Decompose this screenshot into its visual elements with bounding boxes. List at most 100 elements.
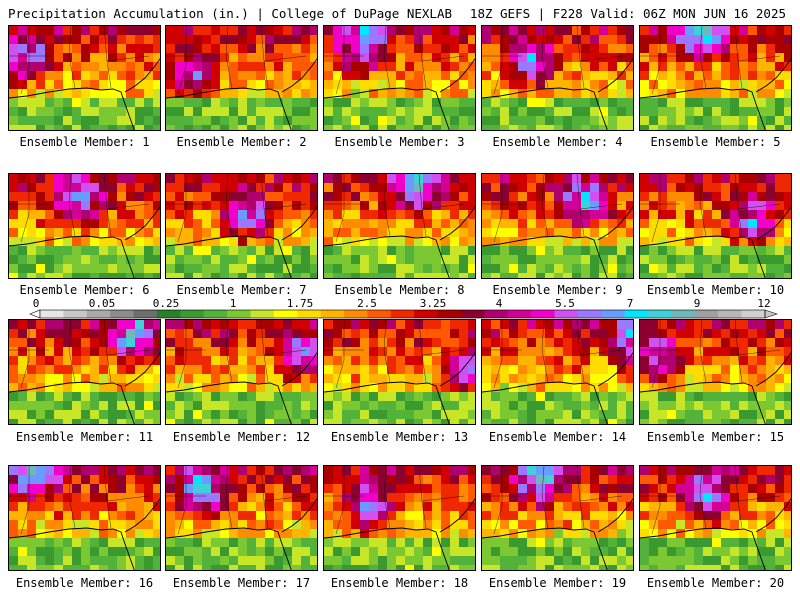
coastline-outline [640, 206, 791, 278]
precip-field-map [482, 26, 633, 130]
colorbar-swatch [297, 310, 321, 318]
coastline-outline [9, 352, 160, 424]
member-map-panel [323, 319, 476, 425]
colorbar-swatch [484, 310, 509, 318]
coastline-outline [640, 352, 791, 424]
member-map-panel [639, 319, 792, 425]
colorbar-right-arrow [764, 309, 778, 319]
colorbar-swatch [203, 310, 228, 318]
member-label: Ensemble Member: 18 [330, 576, 469, 590]
state-borders [9, 174, 150, 243]
member-map-panel [481, 319, 634, 425]
colorbar-swatch [320, 310, 345, 318]
coastline-outline [640, 58, 791, 130]
state-borders [324, 26, 465, 95]
precip-field-map [166, 26, 317, 130]
state-borders [640, 320, 781, 389]
member-label: Ensemble Member: 2 [176, 135, 307, 149]
colorbar-swatch [86, 310, 111, 318]
member-label: Ensemble Member: 12 [172, 430, 311, 444]
member-map-panel [165, 25, 318, 131]
member-label: Ensemble Member: 7 [176, 283, 307, 297]
colorbar-swatch [671, 310, 696, 318]
colorbar-swatch [437, 310, 462, 318]
state-borders [9, 320, 150, 389]
precip-field-map [482, 466, 633, 570]
colorbar-swatch [648, 310, 672, 318]
colorbar-tick-label: 5.5 [555, 297, 575, 310]
member-label: Ensemble Member: 13 [330, 430, 469, 444]
colorbar-tick-label: 12 [757, 297, 770, 310]
coastline-outline [9, 58, 160, 130]
colorbar-tick-label: 0 [33, 297, 40, 310]
precip-field-map [166, 320, 317, 424]
state-borders [482, 320, 623, 389]
coastline-outline [482, 206, 633, 278]
colorbar-tick-label: 9 [694, 297, 701, 310]
colorbar-swatch [694, 310, 719, 318]
member-label: Ensemble Member: 8 [334, 283, 465, 297]
colorbar-tick-label: 4 [496, 297, 503, 310]
state-borders [166, 174, 307, 243]
member-map-panel [481, 465, 634, 571]
colorbar-swatch [133, 310, 158, 318]
precip-field-map [9, 26, 160, 130]
member-map-panel [8, 173, 161, 279]
member-label: Ensemble Member: 17 [172, 576, 311, 590]
member-label: Ensemble Member: 6 [19, 283, 150, 297]
coastline-outline [324, 206, 475, 278]
member-map-panel [8, 319, 161, 425]
precip-field-map [640, 466, 791, 570]
member-label: Ensemble Member: 4 [492, 135, 623, 149]
coastline-outline [166, 58, 317, 130]
member-label: Ensemble Member: 20 [646, 576, 785, 590]
colorbar-swatch [531, 310, 555, 318]
state-borders [482, 174, 623, 243]
member-map-panel [165, 465, 318, 571]
member-map-panel [323, 25, 476, 131]
colorbar-swatch [624, 310, 649, 318]
colorbar-swatch [718, 310, 742, 318]
colorbar-swatch [63, 310, 88, 318]
colorbar-swatch [460, 310, 485, 318]
member-label: Ensemble Member: 14 [488, 430, 627, 444]
state-borders [324, 174, 465, 243]
member-map-panel [165, 173, 318, 279]
precip-field-map [482, 320, 633, 424]
precip-field-map [324, 320, 475, 424]
precipitation-colorbar: 0 0.05 0.25 1 1.75 2.5 3.25 4 5.5 7 9 12 [29, 297, 778, 319]
member-map-panel [8, 25, 161, 131]
member-map-panel [639, 173, 792, 279]
precip-field-map [9, 466, 160, 570]
colorbar-tick-label: 3.25 [420, 297, 447, 310]
member-label: Ensemble Member: 9 [492, 283, 623, 297]
colorbar-left-arrow [29, 309, 41, 319]
colorbar-swatch [741, 310, 766, 318]
precip-field-map [324, 466, 475, 570]
member-label: Ensemble Member: 5 [650, 135, 781, 149]
map-title: Precipitation Accumulation (in.) | Colle… [8, 6, 453, 21]
colorbar-swatch [390, 310, 415, 318]
state-borders [640, 26, 781, 95]
member-map-panel [639, 465, 792, 571]
colorbar-tick-label: 7 [627, 297, 634, 310]
state-borders [640, 174, 781, 243]
member-label: Ensemble Member: 19 [488, 576, 627, 590]
member-map-panel [481, 173, 634, 279]
run-info: 18Z GEFS | F228 Valid: 06Z MON JUN 16 20… [469, 6, 786, 21]
colorbar-swatch [414, 310, 438, 318]
member-label: Ensemble Member: 10 [646, 283, 785, 297]
member-label: Ensemble Member: 1 [19, 135, 150, 149]
member-label: Ensemble Member: 3 [334, 135, 465, 149]
member-map-panel [481, 25, 634, 131]
precip-field-map [640, 320, 791, 424]
state-borders [166, 26, 307, 95]
precip-field-map [324, 26, 475, 130]
state-borders [9, 26, 150, 95]
colorbar-swatch [367, 310, 392, 318]
coastline-outline [166, 498, 317, 570]
colorbar-swatch [601, 310, 625, 318]
coastline-outline [324, 352, 475, 424]
colorbar-tick-label: 2.5 [357, 297, 377, 310]
coastline-outline [324, 58, 475, 130]
